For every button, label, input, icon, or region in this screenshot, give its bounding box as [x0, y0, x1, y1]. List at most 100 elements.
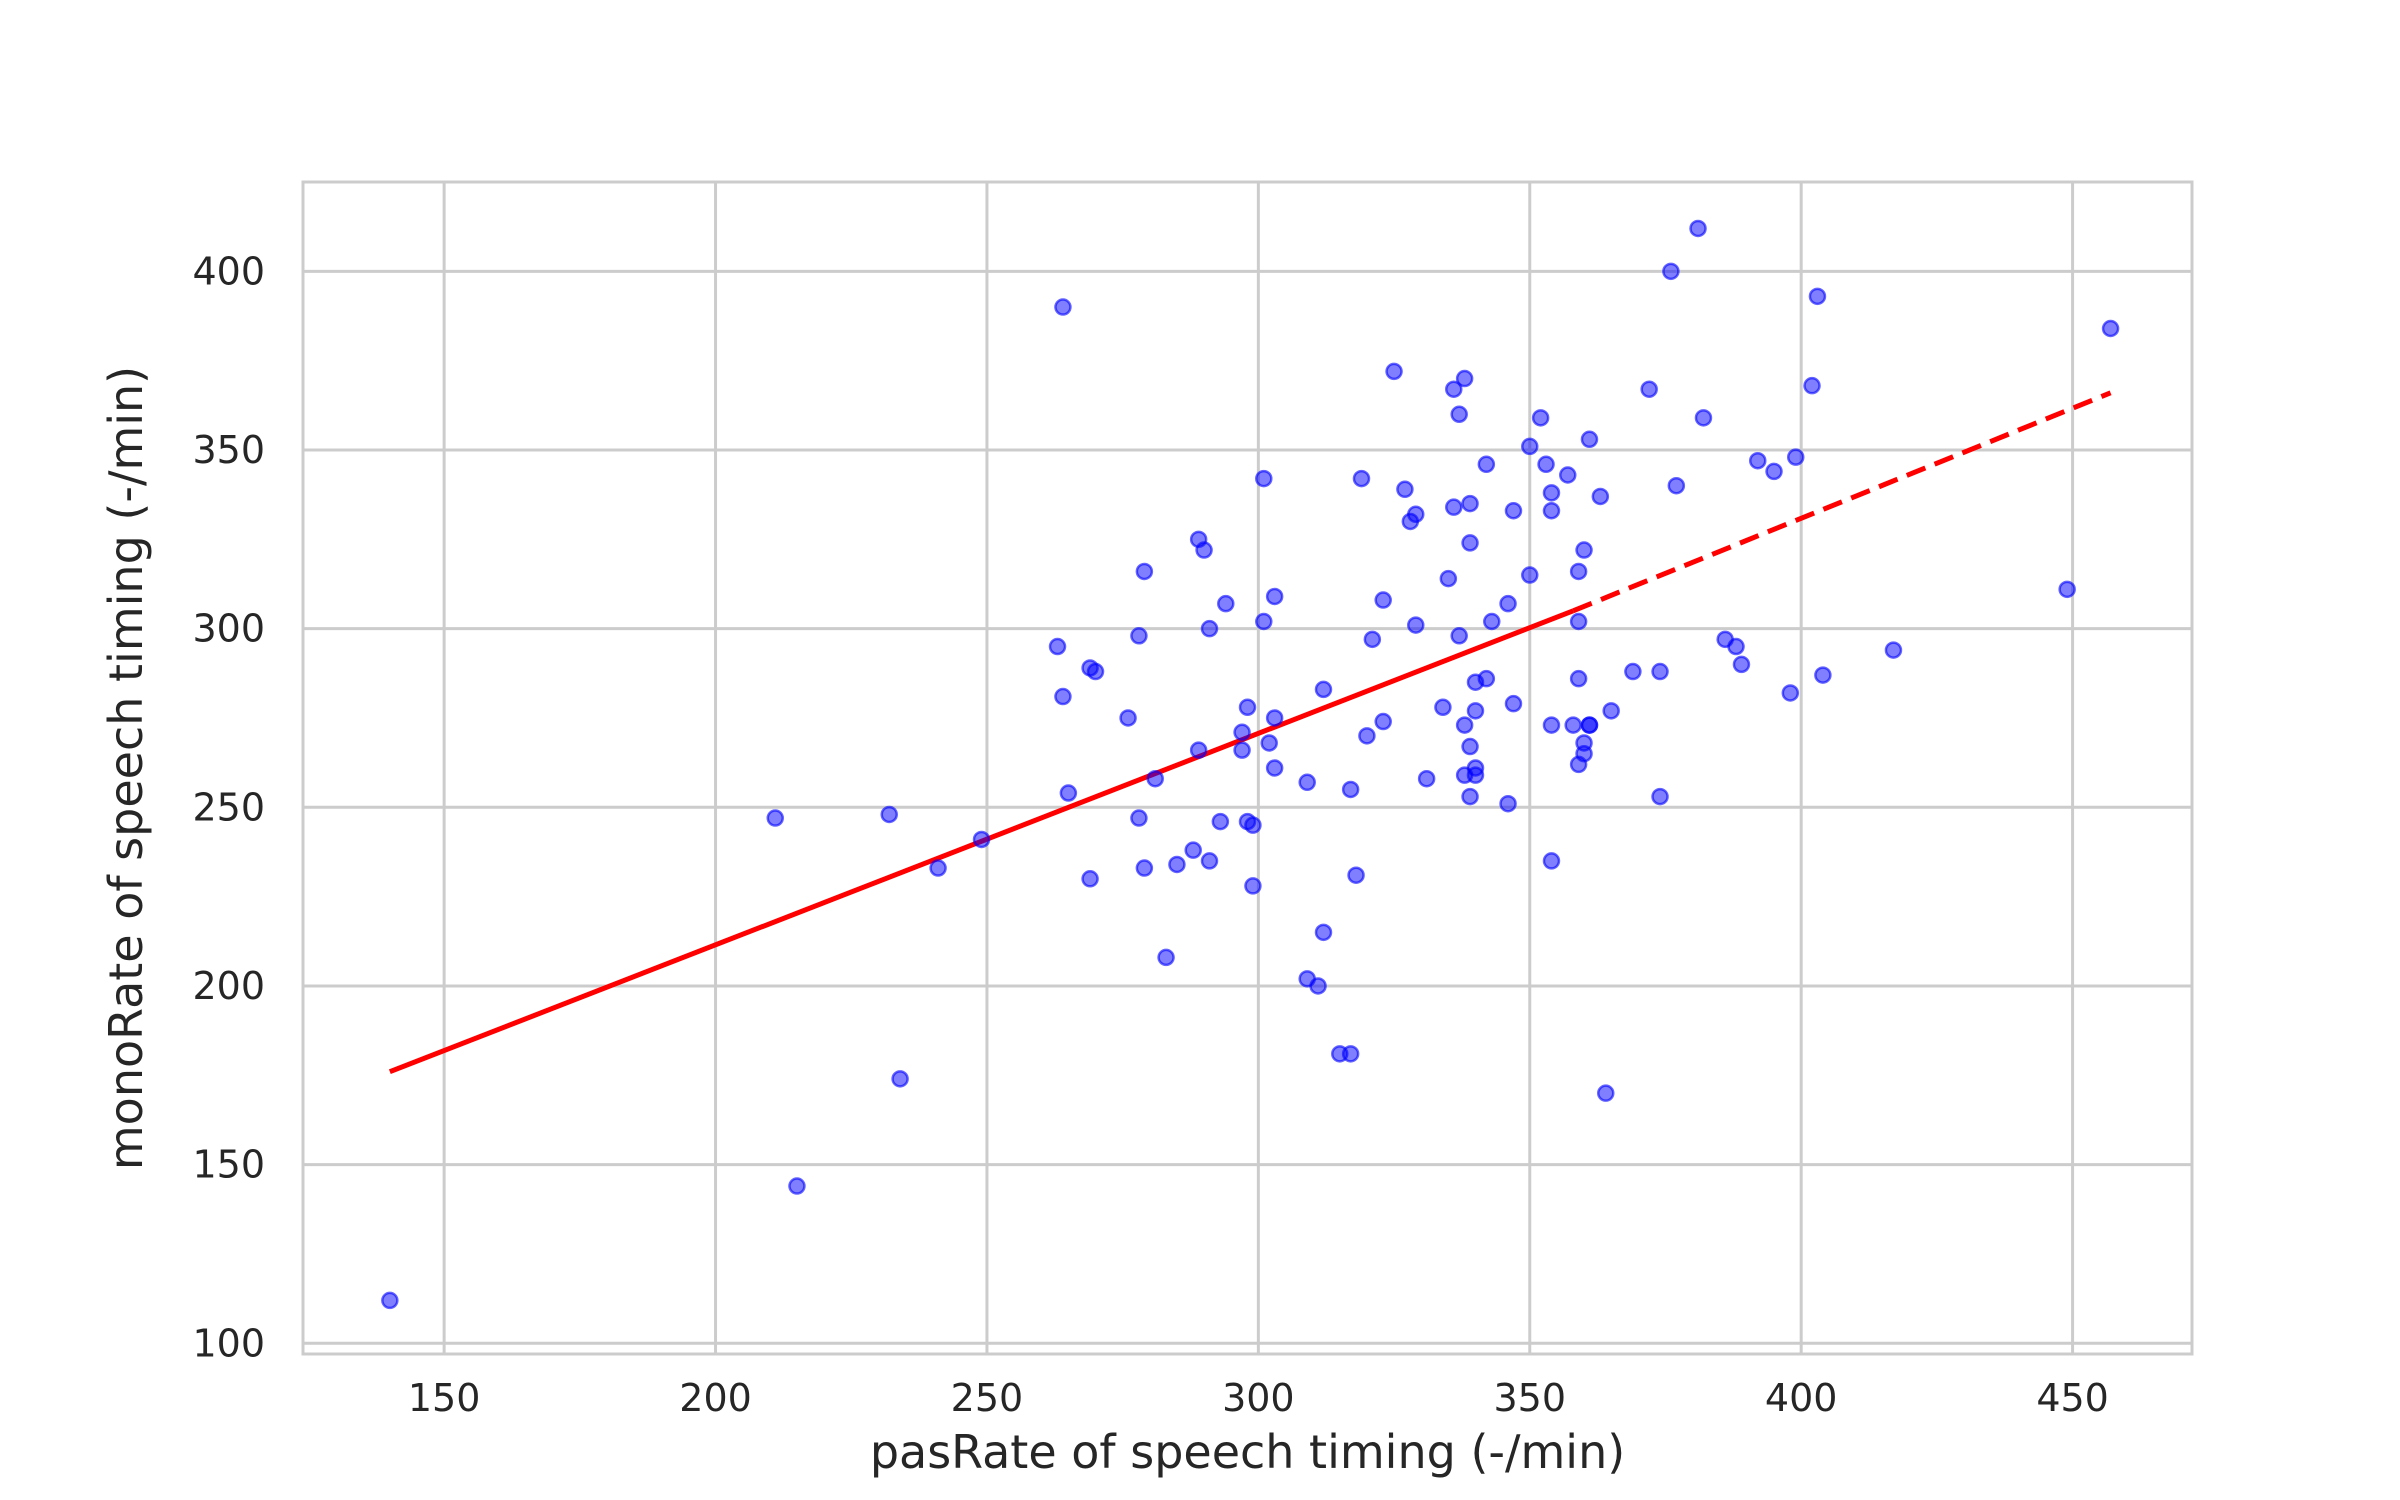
data-point: [929, 859, 947, 877]
data-point: [1048, 637, 1067, 656]
data-point: [1233, 741, 1251, 759]
data-point: [1466, 702, 1485, 720]
data-point: [788, 1177, 806, 1195]
data-point: [1314, 923, 1333, 942]
data-point: [1602, 702, 1620, 720]
data-point: [1195, 541, 1213, 559]
data-point: [1580, 716, 1599, 734]
data-point: [1461, 494, 1479, 513]
data-point: [1461, 787, 1479, 806]
tick-labels: 150 200 250 300 350 400 450 100 150 200 250 300 350 4…: [192, 249, 2108, 1420]
data-point: [1808, 287, 1827, 306]
data-point: [1217, 594, 1235, 613]
data-point: [1575, 734, 1593, 752]
y-tick-label: 100: [192, 1321, 265, 1365]
data-point: [1537, 455, 1555, 474]
data-point: [1786, 448, 1805, 466]
data-point: [1200, 619, 1219, 638]
data-point: [1265, 759, 1284, 777]
data-point: [1298, 773, 1316, 792]
data-point: [1434, 698, 1452, 717]
data-point: [1238, 698, 1257, 717]
data-point: [1445, 498, 1463, 516]
data-point: [1597, 1084, 1615, 1102]
x-tick-label: 250: [951, 1376, 1024, 1420]
x-axis-label: pasRate of speech timing (-/min): [870, 1425, 1625, 1479]
y-tick-label: 300: [192, 607, 265, 651]
y-tick-label: 150: [192, 1143, 265, 1187]
y-tick-label: 250: [192, 785, 265, 829]
y-tick-label: 350: [192, 428, 265, 472]
data-point: [1521, 437, 1539, 456]
x-tick-label: 450: [2036, 1376, 2109, 1420]
data-point: [1233, 723, 1251, 742]
data-point: [1135, 859, 1154, 877]
data-point: [1640, 380, 1658, 398]
data-point: [972, 830, 991, 849]
data-point: [1542, 501, 1561, 520]
data-point: [1130, 627, 1148, 645]
data-point: [1363, 630, 1382, 649]
data-point: [1417, 769, 1436, 788]
data-points: [381, 219, 2120, 1310]
data-point: [1157, 948, 1175, 967]
data-point: [1352, 469, 1371, 488]
data-point: [1086, 662, 1105, 681]
data-point: [1341, 1045, 1360, 1063]
data-point: [1575, 541, 1593, 559]
data-point: [1732, 655, 1751, 674]
data-point: [891, 1070, 909, 1088]
data-point: [1624, 662, 1642, 681]
data-point: [1521, 566, 1539, 584]
x-tick-label: 200: [679, 1376, 752, 1420]
data-point: [1461, 737, 1479, 756]
y-tick-label: 400: [192, 249, 265, 293]
x-tick-label: 300: [1222, 1376, 1295, 1420]
data-point: [1146, 769, 1164, 788]
data-point: [1667, 476, 1686, 495]
data-point: [1781, 684, 1800, 702]
data-point: [1483, 612, 1501, 631]
data-point: [1265, 587, 1284, 606]
data-point: [1499, 594, 1517, 613]
data-point: [1651, 787, 1669, 806]
data-point: [1244, 816, 1262, 834]
data-point: [1374, 591, 1392, 609]
data-point: [1542, 484, 1561, 502]
y-tick-label: 200: [192, 964, 265, 1008]
data-point: [766, 809, 784, 827]
data-point: [1168, 855, 1186, 874]
data-point: [1119, 709, 1137, 727]
grid: [303, 182, 2192, 1354]
data-point: [2058, 580, 2076, 599]
data-point: [1260, 734, 1278, 752]
data-point: [1265, 709, 1284, 727]
data-point: [1054, 687, 1072, 706]
data-point: [1135, 562, 1154, 581]
data-point: [1130, 809, 1148, 827]
x-tick-label: 350: [1493, 1376, 1566, 1420]
data-point: [1081, 870, 1099, 888]
data-point: [1564, 716, 1582, 734]
data-point: [1374, 712, 1392, 731]
data-point: [1211, 812, 1230, 831]
data-point: [1591, 487, 1610, 506]
data-point: [1727, 637, 1745, 656]
data-point: [1542, 716, 1561, 734]
fit-line-dashed: [1572, 390, 2112, 614]
data-point: [1461, 534, 1479, 552]
data-point: [1385, 362, 1403, 381]
data-point: [1347, 866, 1365, 884]
data-point: [1559, 466, 1577, 484]
data-point: [1477, 455, 1496, 474]
data-point: [1059, 784, 1078, 802]
data-point: [1189, 741, 1208, 759]
data-point: [381, 1291, 399, 1310]
y-axis-label: monoRate of speech timing (-/min): [99, 366, 153, 1170]
data-point: [1803, 376, 1821, 395]
data-point: [1466, 766, 1485, 784]
data-point: [1694, 409, 1713, 427]
data-point: [1531, 409, 1550, 427]
data-point: [2101, 319, 2120, 338]
